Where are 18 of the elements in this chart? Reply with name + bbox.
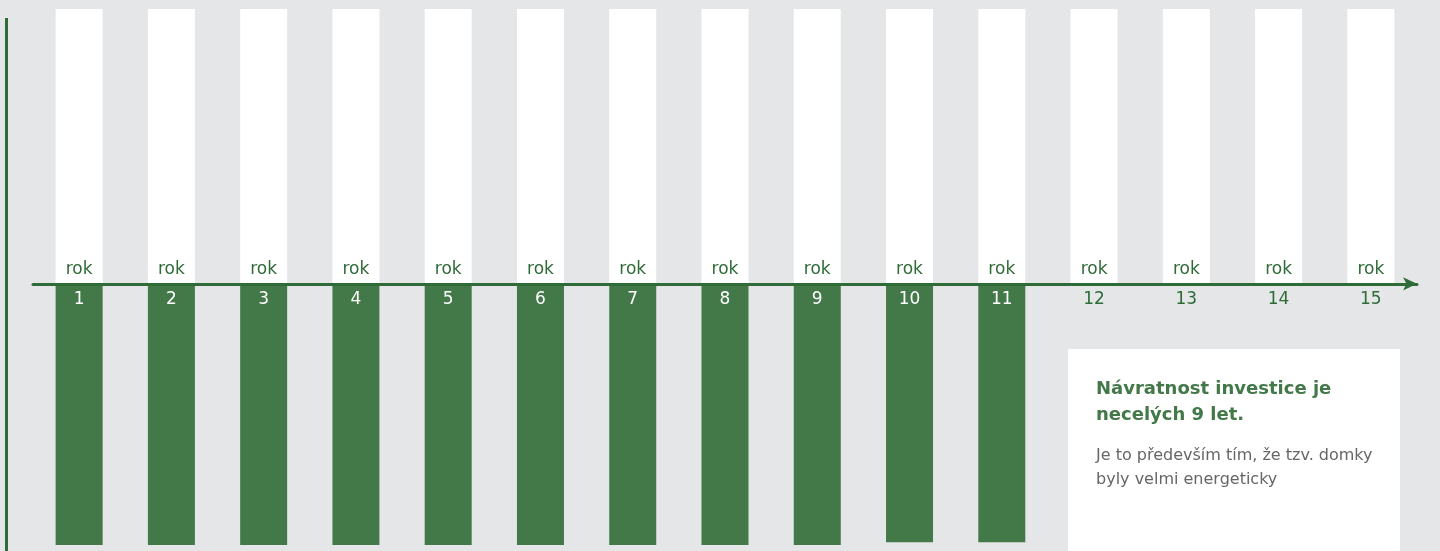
- x-tick-label: rok 1: [65, 257, 93, 308]
- x-tick-label: rok 7: [619, 257, 647, 308]
- annotation: Návratnost investice je necelých 9 let.: [1096, 376, 1333, 426]
- x-tick-label: rok 15: [1357, 257, 1385, 308]
- x-tick-label: rok 10: [896, 257, 924, 308]
- x-tick-label: rok 5: [434, 257, 462, 308]
- x-tick-label: rok 9: [803, 257, 831, 308]
- x-tick-label: rok 12: [1080, 257, 1108, 308]
- x-tick-label: rok 14: [1265, 257, 1293, 308]
- x-tick-label: rok 8: [711, 257, 739, 308]
- x-tick-label: rok 2: [157, 257, 185, 308]
- annotation: Je to především tím, že tzv. domky byly velmi energeticky: [1096, 444, 1374, 490]
- x-tick-label: rok 4: [342, 257, 370, 308]
- x-tick-label: rok 11: [988, 257, 1016, 308]
- x-tick-label: rok 13: [1172, 257, 1200, 308]
- text-card: Návratnost investice je necelých 9 let. Je to především tím, že tzv. domky byly velmi energeticky: [1068, 349, 1400, 551]
- x-tick-label: rok 3: [250, 257, 278, 308]
- x-tick-label: rok 6: [527, 257, 555, 308]
